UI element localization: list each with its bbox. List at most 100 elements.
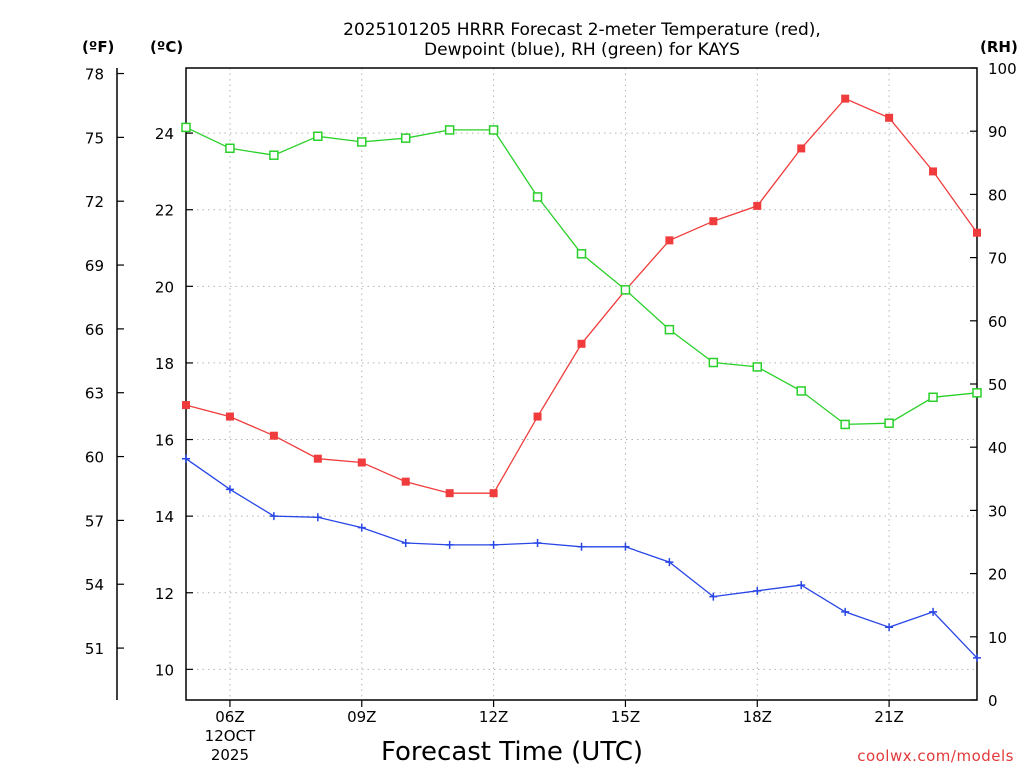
axes — [116, 67, 978, 701]
rh-axis-unit: (RH) — [980, 38, 1018, 56]
x-tick-label: 09Z — [347, 708, 376, 726]
temperature-point — [665, 236, 674, 245]
dewpoint-point — [445, 540, 454, 549]
dewpoint-point — [841, 607, 850, 616]
relative-humidity-point — [313, 131, 323, 142]
temperature-point — [533, 412, 542, 421]
celsius-tick-label: 14 — [155, 508, 174, 526]
rh-tick-label: 100 — [988, 60, 1017, 78]
temperature-point — [225, 412, 234, 421]
temperature-point — [489, 489, 498, 498]
grid-lines — [186, 68, 977, 700]
relative-humidity-point — [884, 418, 894, 428]
dewpoint-point — [797, 581, 806, 590]
temperature-line — [185, 97, 978, 494]
x-tick-date: 12OCT — [205, 727, 256, 745]
rh-tick-label: 40 — [988, 439, 1007, 457]
fahrenheit-tick-label: 57 — [85, 512, 104, 530]
relative-humidity-point — [752, 362, 763, 372]
rh-tick-label: 80 — [988, 186, 1007, 204]
temperature-point — [753, 201, 762, 210]
dewpoint-point — [929, 607, 938, 616]
relative-humidity-point — [796, 386, 806, 396]
x-tick-label: 15Z — [611, 708, 640, 726]
relative-humidity-point — [269, 150, 279, 160]
plot-frame — [185, 67, 978, 701]
fahrenheit-tick-label: 66 — [85, 321, 104, 339]
temperature-point — [182, 401, 190, 410]
temperature-point — [313, 454, 322, 463]
temperature-point — [797, 144, 806, 153]
fahrenheit-tick-label: 75 — [85, 129, 104, 147]
dewpoint-line — [185, 458, 978, 659]
x-axis-label: Forecast Time (UTC) — [381, 737, 643, 767]
dewpoint-point — [401, 538, 410, 547]
dewpoint-point — [577, 542, 586, 551]
relative-humidity-point — [576, 249, 587, 259]
rh-tick-label: 10 — [988, 629, 1007, 647]
relative-humidity-point — [400, 133, 411, 143]
celsius-tick-label: 12 — [155, 585, 174, 603]
dewpoint-point — [665, 558, 674, 567]
relative-humidity-point — [708, 357, 719, 368]
dewpoint-point — [269, 512, 278, 521]
temperature-point — [269, 431, 278, 440]
fahrenheit-tick-label: 78 — [85, 66, 104, 84]
x-tick-label: 21Z — [874, 708, 903, 726]
chart-title-line2: Dewpoint (blue), RH (green) for KAYS — [424, 40, 740, 60]
temperature-point — [973, 228, 981, 237]
dewpoint-point — [489, 540, 498, 549]
dewpoint-point — [313, 513, 322, 522]
x-tick-year: 2025 — [211, 746, 249, 764]
rh-tick-label: 70 — [988, 250, 1007, 268]
relative-humidity-point — [928, 392, 938, 403]
temperature-point — [885, 113, 894, 122]
dewpoint-point — [357, 523, 366, 532]
temperature-point — [577, 339, 586, 348]
relative-humidity-point — [620, 285, 631, 295]
credit-text: coolwx.com/models — [857, 747, 1014, 765]
dewpoint-point — [885, 623, 894, 632]
data-series — [181, 94, 982, 662]
dewpoint-point — [709, 592, 718, 601]
relative-humidity-point — [972, 388, 982, 398]
rh-tick-label: 90 — [988, 123, 1007, 141]
fahrenheit-tick-label: 72 — [85, 193, 104, 211]
temperature-point — [357, 458, 366, 467]
temperature-point — [445, 489, 454, 498]
chart-title-line1: 2025101205 HRRR Forecast 2-meter Tempera… — [343, 20, 821, 40]
dewpoint-point — [753, 586, 762, 595]
dewpoint-point — [225, 485, 234, 494]
fahrenheit-axis-unit: (ºF) — [82, 38, 114, 56]
x-tick-label: 12Z — [479, 708, 508, 726]
rh-tick-label: 20 — [988, 566, 1007, 584]
temperature-point — [929, 167, 938, 176]
dewpoint-point — [973, 653, 981, 662]
relative-humidity-point — [664, 324, 675, 335]
celsius-tick-label: 10 — [155, 661, 174, 679]
fahrenheit-tick-label: 51 — [85, 640, 104, 658]
relative-humidity-point — [357, 137, 367, 147]
dewpoint-point — [621, 542, 630, 551]
celsius-axis-unit: (ºC) — [150, 38, 183, 56]
x-tick-label: 06Z — [215, 708, 244, 726]
celsius-tick-label: 22 — [155, 202, 174, 220]
relative-humidity-point — [532, 192, 543, 202]
celsius-tick-label: 18 — [155, 355, 174, 373]
fahrenheit-tick-label: 69 — [85, 257, 104, 275]
temperature-point — [709, 217, 718, 226]
temperature-point — [401, 477, 410, 486]
x-tick-label: 18Z — [743, 708, 772, 726]
celsius-tick-label: 20 — [155, 278, 174, 296]
relative-humidity-point — [225, 143, 235, 154]
temperature-point — [841, 94, 850, 103]
dewpoint-point — [182, 454, 190, 463]
celsius-tick-label: 24 — [155, 125, 174, 143]
rh-tick-label: 50 — [988, 376, 1007, 394]
rh-tick-label: 60 — [988, 313, 1007, 331]
relative-humidity-point — [488, 125, 499, 135]
rh-tick-label: 0 — [988, 692, 998, 710]
fahrenheit-tick-label: 63 — [85, 385, 104, 403]
